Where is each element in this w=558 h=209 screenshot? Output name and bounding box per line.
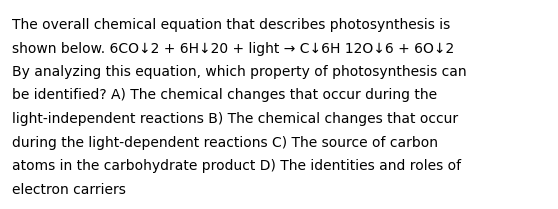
- Text: atoms in the carbohydrate product D) The identities and roles of: atoms in the carbohydrate product D) The…: [12, 159, 461, 173]
- Text: The overall chemical equation that describes photosynthesis is: The overall chemical equation that descr…: [12, 18, 450, 32]
- Text: shown below. 6CO↓2 + 6H↓20 + light → C↓6H 12O↓6 + 6O↓2: shown below. 6CO↓2 + 6H↓20 + light → C↓6…: [12, 42, 454, 56]
- Text: during the light-dependent reactions C) The source of carbon: during the light-dependent reactions C) …: [12, 135, 438, 149]
- Text: electron carriers: electron carriers: [12, 182, 126, 196]
- Text: By analyzing this equation, which property of photosynthesis can: By analyzing this equation, which proper…: [12, 65, 466, 79]
- Text: light-independent reactions B) The chemical changes that occur: light-independent reactions B) The chemi…: [12, 112, 458, 126]
- Text: be identified? A) The chemical changes that occur during the: be identified? A) The chemical changes t…: [12, 88, 437, 102]
